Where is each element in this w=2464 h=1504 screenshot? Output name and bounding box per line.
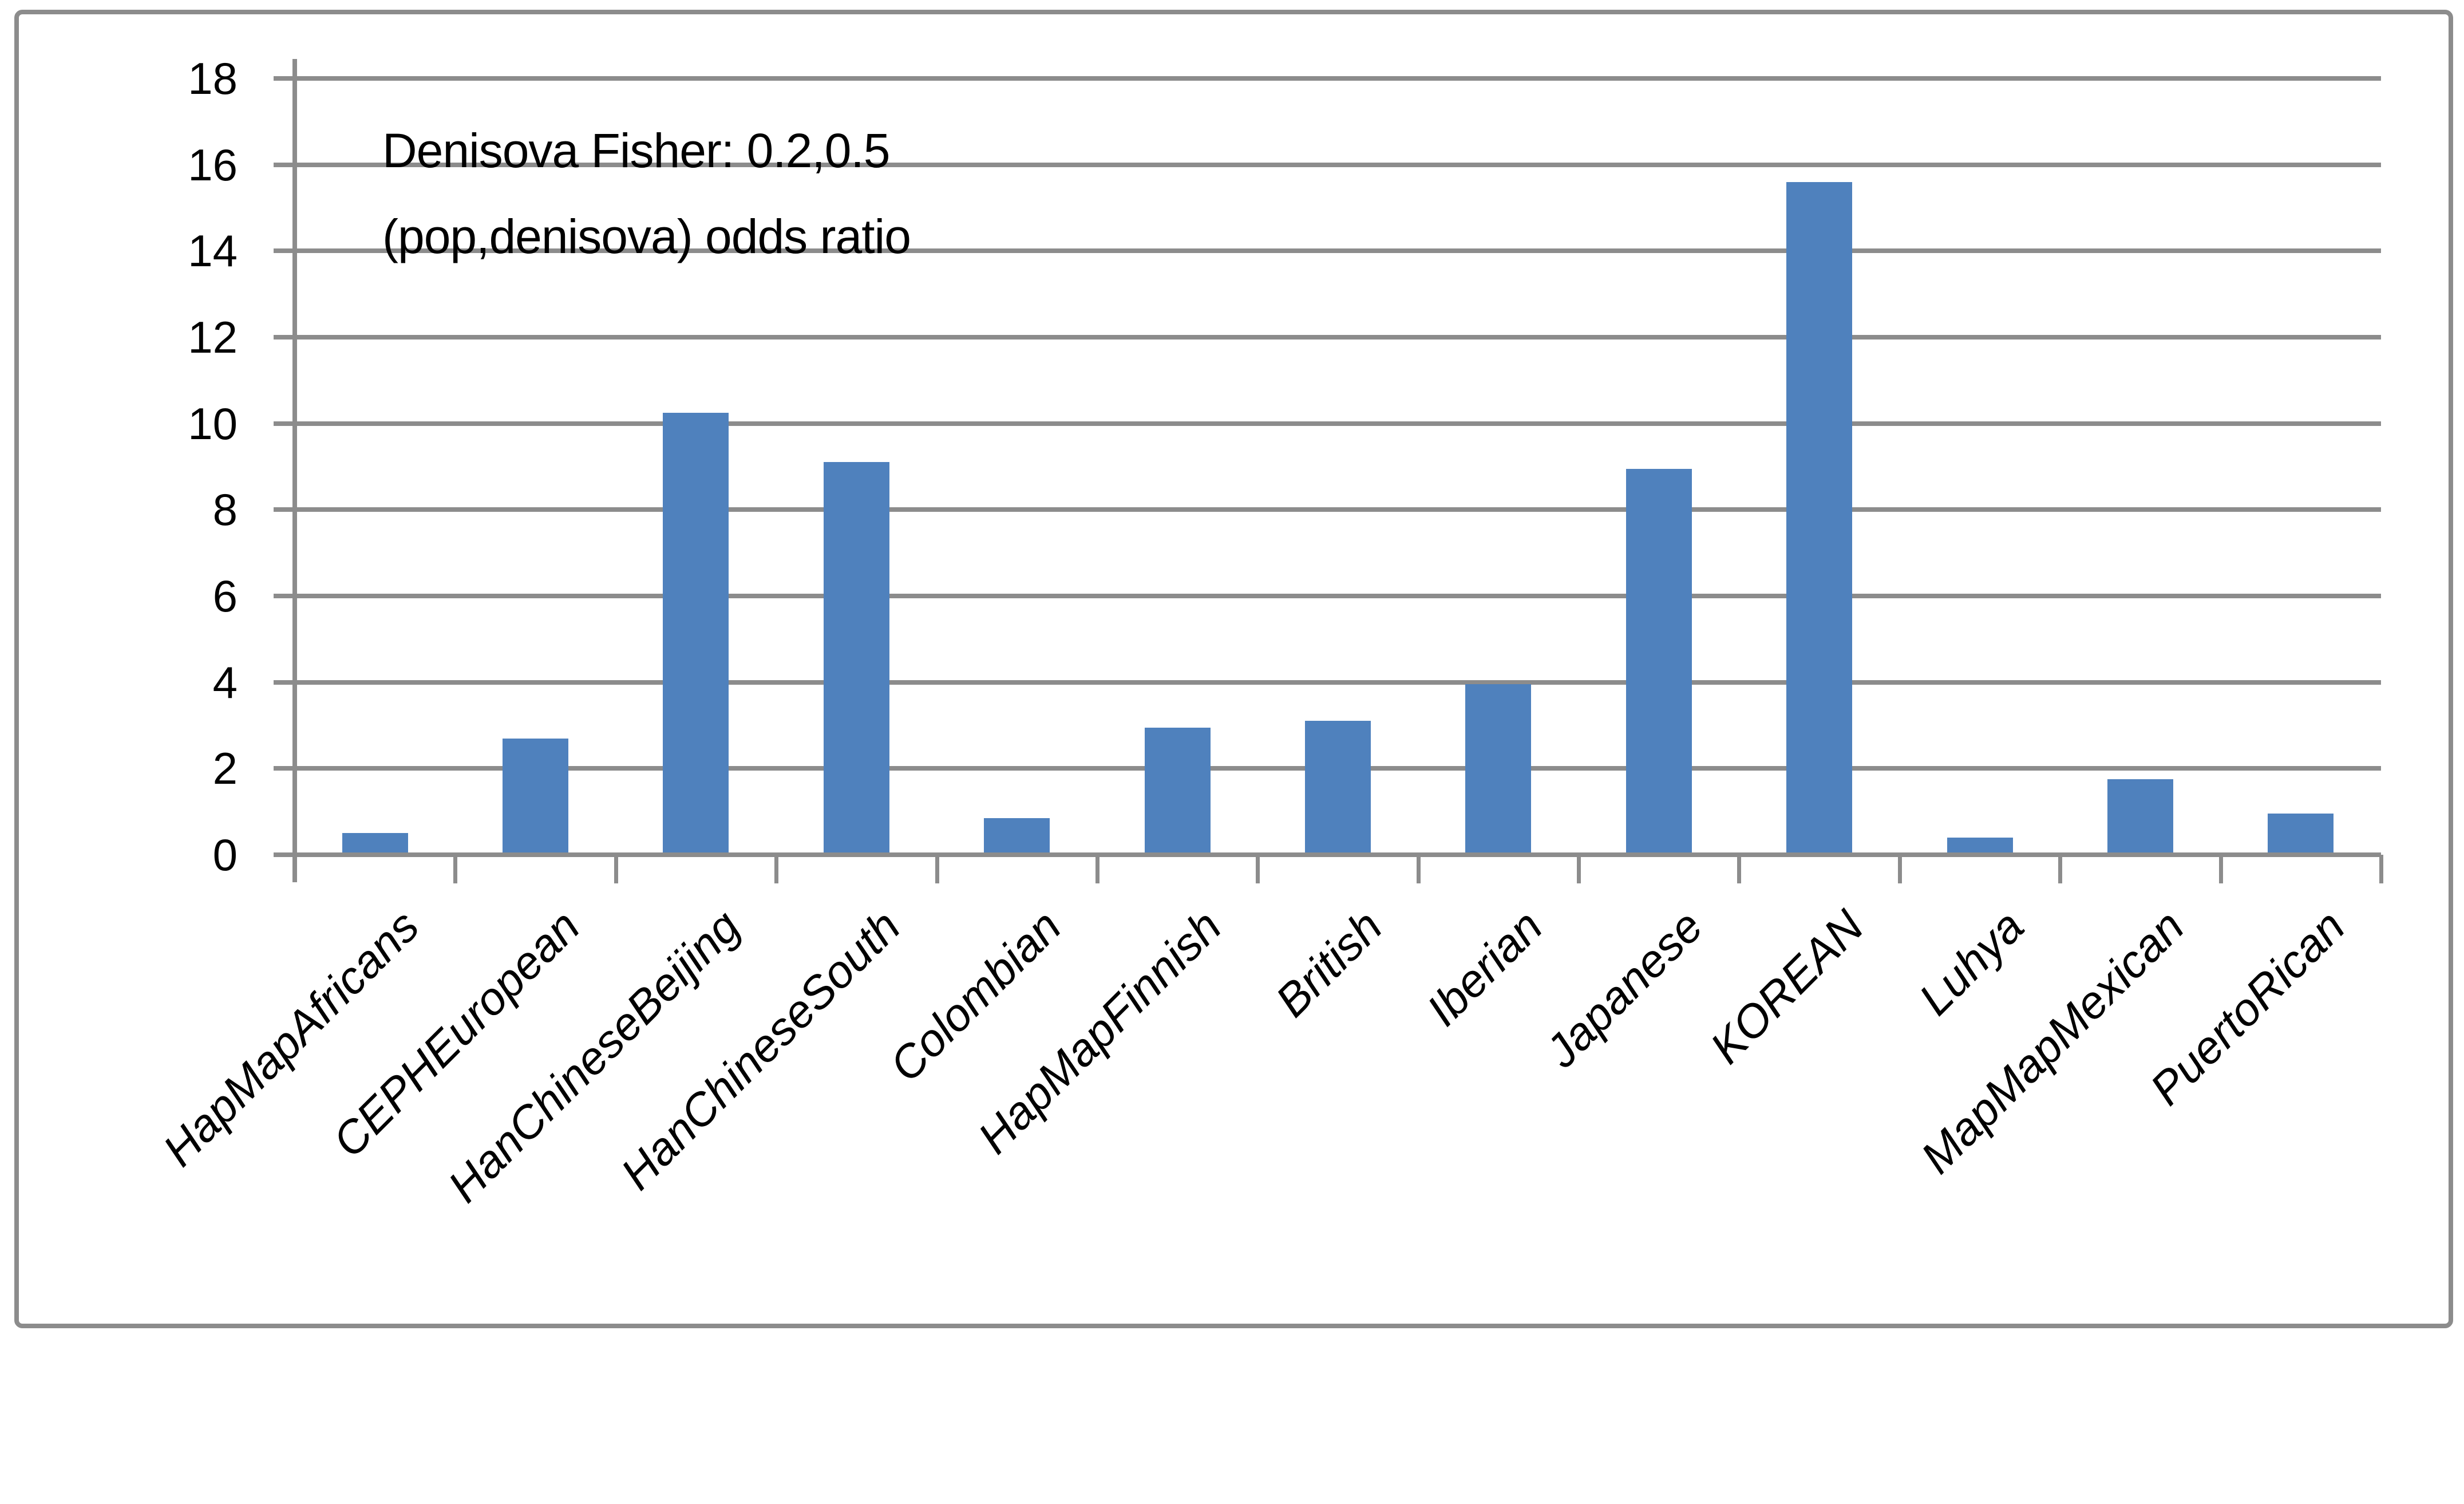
bar-puertorican	[2268, 814, 2334, 856]
y-axis-tick-label-12: 12	[188, 312, 238, 362]
y-axis-tick-label-10: 10	[188, 398, 238, 449]
y-axis-tick-label-16: 16	[188, 139, 238, 190]
gridline-y-14	[274, 248, 2381, 254]
bar-mapmapmexican	[2107, 779, 2173, 856]
x-axis-label-japanese: Japanese	[1536, 900, 1712, 1077]
bar-japanese	[1625, 468, 1692, 856]
x-axis-label-iberian: Iberian	[1417, 900, 1552, 1036]
gridline-y-18	[274, 76, 2381, 81]
bar-cepheuropean	[503, 738, 569, 856]
x-axis-label-hanchinesebeijing: HanChineseBeijing	[438, 900, 750, 1212]
x-axis-tick-8	[1577, 855, 1581, 883]
bar-hanchinesebeijing	[663, 412, 729, 856]
chart-title-line-1: Denisova Fisher: 0.2,0.5	[382, 124, 890, 177]
x-axis-line	[274, 852, 2381, 857]
x-axis-label-puertorican: PuertoRican	[2140, 900, 2355, 1115]
bar-chart: Denisova Fisher: 0.2,0.5 (pop,denisova) …	[153, 53, 2383, 1212]
x-axis-label-cepheuropean: CEPHEuropean	[322, 900, 590, 1167]
x-axis-tick-12	[2218, 855, 2223, 883]
y-axis-tick-label-4: 4	[212, 657, 238, 708]
x-axis-label-colombian: Colombian	[880, 900, 1071, 1092]
gridline-y-12	[274, 335, 2381, 340]
x-axis-tick-5	[1095, 855, 1099, 883]
x-axis-label-british: British	[1265, 900, 1392, 1027]
x-axis-label-hanchinesesouth: HanChineseSouth	[611, 900, 910, 1199]
bar-british	[1305, 721, 1371, 856]
gridline-y-6	[274, 594, 2381, 598]
bar-iberian	[1465, 684, 1532, 856]
x-axis-tick-9	[1737, 855, 1742, 883]
y-axis-tick-label-6: 6	[212, 571, 238, 621]
x-axis-label-mapmapmexican: MapMapMexican	[1911, 900, 2194, 1183]
y-axis-tick-label-18: 18	[188, 53, 238, 104]
x-axis-tick-10	[1897, 855, 1902, 883]
x-axis-tick-7	[1416, 855, 1421, 883]
bar-hapmapfinnish	[1144, 727, 1211, 856]
chart-title: Denisova Fisher: 0.2,0.5 (pop,denisova) …	[382, 108, 911, 279]
gridline-y-16	[274, 162, 2381, 167]
chart-title-line-2: (pop,denisova) odds ratio	[382, 210, 911, 263]
y-axis-tick-label-0: 0	[212, 830, 238, 880]
gridline-y-10	[274, 421, 2381, 426]
x-axis-label-luhya: Luhya	[1909, 900, 2034, 1025]
gridline-y-8	[274, 507, 2381, 512]
y-axis-tick-label-14: 14	[188, 226, 238, 277]
bar-hapmapafricans	[342, 833, 408, 856]
x-axis-label-korean: KOREAN	[1700, 900, 1873, 1073]
x-axis-tick-1	[453, 855, 458, 883]
x-axis-tick-4	[935, 855, 939, 883]
gridline-y-4	[274, 680, 2381, 685]
y-axis-line	[292, 59, 297, 882]
x-axis-tick-3	[774, 855, 779, 883]
x-axis-label-hapmapfinnish: HapMapFinnish	[968, 900, 1231, 1163]
chart-border	[14, 10, 2453, 1328]
bar-korean	[1786, 181, 1853, 856]
bar-colombian	[984, 818, 1050, 856]
x-axis-tick-2	[614, 855, 618, 883]
bar-hanchinesesouth	[823, 462, 889, 856]
y-axis-tick-label-8: 8	[212, 484, 238, 535]
x-axis-tick-13	[2379, 855, 2383, 883]
y-axis-tick-label-2: 2	[212, 743, 238, 794]
x-axis-tick-11	[2058, 855, 2063, 883]
x-axis-tick-6	[1256, 855, 1260, 883]
